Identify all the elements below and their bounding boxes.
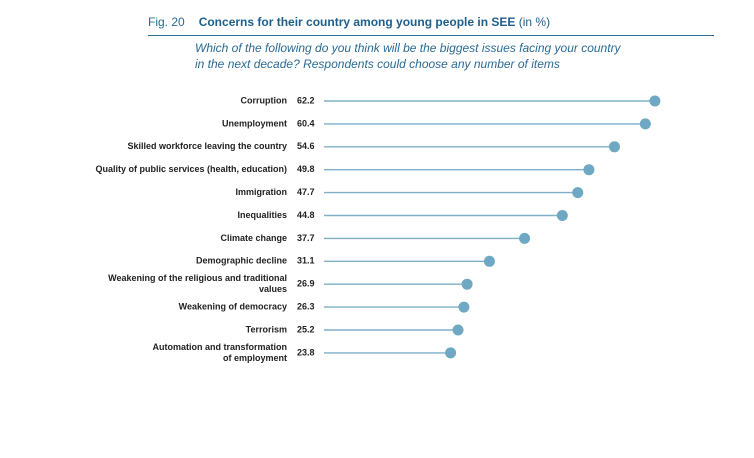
lollipop-chart: Corruption 62.2 Unemployment 60.4 Skilled wo…: [0, 0, 754, 458]
category-label: Climate change: [220, 233, 287, 243]
lollipop-dot: [649, 96, 660, 107]
lollipop-dot: [572, 187, 583, 198]
category-label: Quality of public services (health, educ…: [95, 164, 287, 174]
lollipop-dot: [640, 118, 651, 129]
value-label: 47.7: [297, 187, 315, 197]
category-label: Skilled workforce leaving the country: [127, 141, 287, 151]
value-label: 60.4: [297, 118, 315, 128]
category-label: Unemployment: [222, 118, 287, 128]
lollipop-dot: [458, 302, 469, 313]
category-label: Demographic decline: [196, 256, 287, 266]
category-label: Automation and transformation of employme…: [153, 342, 288, 363]
lollipop-dot: [445, 347, 456, 358]
value-label: 26.9: [297, 279, 315, 289]
lollipop-dot: [453, 325, 464, 336]
value-label: 31.1: [297, 256, 315, 266]
lollipop-dot: [583, 164, 594, 175]
category-label: Terrorism: [246, 324, 287, 334]
value-label: 54.6: [297, 141, 315, 151]
category-label: Weakening of the religious and tradition…: [108, 273, 287, 294]
value-label: 23.8: [297, 347, 315, 357]
lollipop-dot: [519, 233, 530, 244]
value-label: 25.2: [297, 324, 315, 334]
lollipop-dot: [462, 279, 473, 290]
lollipop-dot: [609, 141, 620, 152]
value-label: 49.8: [297, 164, 315, 174]
category-label: Inequalities: [237, 210, 287, 220]
lollipop-dot: [557, 210, 568, 221]
category-label: Corruption: [241, 95, 288, 105]
value-label: 37.7: [297, 233, 315, 243]
value-label: 26.3: [297, 301, 315, 311]
category-label: Immigration: [235, 187, 287, 197]
lollipop-dot: [484, 256, 495, 267]
value-label: 62.2: [297, 95, 315, 105]
value-label: 44.8: [297, 210, 315, 220]
category-label: Weakening of democracy: [179, 301, 287, 311]
